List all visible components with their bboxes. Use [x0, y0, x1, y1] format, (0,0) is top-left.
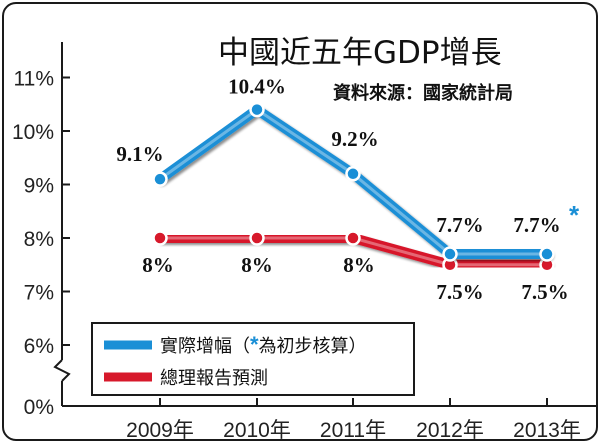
data-point-actual: [152, 171, 168, 187]
legend-label-actual-suffix: 為初步核算）: [259, 336, 367, 357]
legend-label-actual: 實際增幅（*為初步核算）: [160, 332, 367, 357]
data-point-actual: [249, 101, 265, 118]
y-tick-label: 9%: [24, 175, 54, 198]
data-label-layer: 9.1% 10.4% 9.2% 7.7% 7.7% * 8% 8% 8% 7.5% 7.5%: [116, 75, 580, 304]
series-layer: [152, 101, 555, 273]
legend-star-icon: *: [250, 332, 259, 357]
data-point-forecast: [345, 230, 361, 246]
data-point-forecast: [249, 230, 265, 246]
data-point-actual: [539, 246, 555, 262]
data-label-actual: 10.4%: [228, 75, 286, 99]
data-label-forecast: 7.5%: [436, 280, 483, 304]
y-tick-label: 7%: [24, 282, 54, 305]
y-tick-label: 11%: [14, 68, 54, 91]
x-tick-label: 2013年: [513, 419, 581, 442]
x-tick-label: 2010年: [223, 419, 291, 442]
data-label-actual: 9.2%: [331, 127, 378, 151]
chart-title: 中國近五年GDP增長: [218, 35, 502, 71]
data-label-forecast: 8%: [142, 253, 174, 277]
data-point-forecast: [152, 230, 168, 246]
x-tick-label: 2009年: [126, 419, 194, 442]
x-tick-label: 2012年: [416, 419, 484, 442]
legend-label-forecast: 總理報告預測: [160, 368, 268, 389]
y-tick-label: 6%: [24, 335, 54, 358]
y-axis-break-mark: [53, 359, 71, 382]
data-label-actual: 9.1%: [116, 142, 163, 166]
data-label-forecast: 8%: [241, 253, 273, 277]
data-label-forecast: 8%: [343, 253, 375, 277]
legend: 實際增幅（*為初步核算） 總理報告預測: [91, 322, 415, 396]
data-label-forecast: 7.5%: [521, 280, 568, 304]
data-point-actual: [345, 166, 361, 182]
y-tick-label: 0%: [24, 396, 54, 419]
y-tick-label: 10%: [12, 121, 54, 144]
data-label-actual: 7.7%: [513, 213, 560, 237]
x-tick-group: 2009年 2010年 2011年 2012年 2013年: [126, 398, 581, 442]
legend-label-actual-name: 實際增幅（: [160, 336, 250, 357]
preliminary-star-icon: *: [569, 200, 580, 230]
data-label-actual: 7.7%: [436, 213, 483, 237]
data-point-actual: [442, 246, 458, 262]
legend-box: [91, 322, 415, 396]
chart-source: 資料來源：國家統計局: [333, 82, 513, 104]
y-tick-group: 0% 6% 7% 8% 9% 10% 11%: [12, 68, 70, 419]
y-tick-label: 8%: [24, 228, 54, 251]
x-tick-label: 2011年: [320, 419, 386, 442]
